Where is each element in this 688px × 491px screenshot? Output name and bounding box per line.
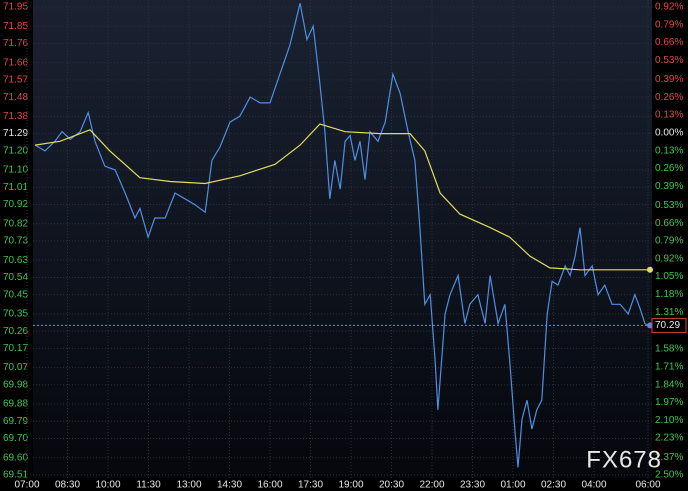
y-tick-label: 69.70 [3, 433, 28, 444]
y2-tick-label: 2.50% [655, 470, 683, 481]
y2-tick-label: 1.71% [655, 362, 683, 373]
x-tick-label: 17:30 [298, 480, 323, 491]
y2-tick-label: 0.79% [655, 19, 683, 30]
x-tick-label: 07:00 [14, 480, 39, 491]
y2-tick-label: 0.66% [655, 37, 683, 48]
y2-tick-label: 1.84% [655, 379, 683, 390]
x-tick-label: 19:00 [338, 480, 363, 491]
y2-tick-label: 1.97% [655, 397, 683, 408]
series-line [35, 123, 648, 271]
x-tick-label: 14:30 [217, 480, 242, 491]
x-tick-label: 02:30 [541, 480, 566, 491]
x-tick-label: 01:00 [500, 480, 525, 491]
y2-tick-label: 0.53% [655, 55, 683, 66]
y-tick-label: 69.88 [3, 399, 28, 410]
y-tick-label: 71.66 [3, 57, 28, 68]
y2-tick-label: 0.00% [655, 128, 683, 139]
y-tick-label: 69.51 [3, 470, 28, 481]
y-tick-label: 70.35 [3, 309, 28, 320]
y-tick-label: 70.82 [3, 218, 28, 229]
y-tick-label: 70.92 [3, 199, 28, 210]
y-tick-label: 69.79 [3, 416, 28, 427]
y2-tick-label: 0.26% [655, 163, 683, 174]
y-tick-label: 71.85 [3, 21, 28, 32]
y2-tick-label: 1.18% [655, 289, 683, 300]
y-tick-label: 70.17 [3, 343, 28, 354]
y2-tick-label: 0.13% [655, 145, 683, 156]
y-tick-label: 71.20 [3, 145, 28, 156]
y2-tick-label: 1.31% [655, 307, 683, 318]
x-tick-label: 22:00 [419, 480, 444, 491]
x-tick-label: 20:30 [379, 480, 404, 491]
series-line [34, 3, 649, 468]
x-tick-label: 06:00 [635, 480, 660, 491]
y-tick-label: 71.48 [3, 92, 28, 103]
y-tick-label: 69.98 [3, 379, 28, 390]
y2-tick-label: 0.92% [655, 253, 683, 264]
last-value-box [651, 317, 687, 333]
y-tick-label: 71.95 [3, 2, 28, 13]
y2-tick-label: 0.26% [655, 92, 683, 103]
y-tick-label: 70.73 [3, 236, 28, 247]
y2-tick-label: 2.37% [655, 452, 683, 463]
y-tick-label: 70.26 [3, 326, 28, 337]
y2-tick-label: 0.39% [655, 181, 683, 192]
y-tick-label: 71.57 [3, 75, 28, 86]
y2-tick-label: 1.05% [655, 271, 683, 282]
plot-area [33, 0, 652, 478]
last-value-label: 70.29 [655, 320, 680, 331]
x-tick-label: 23:30 [460, 480, 485, 491]
y2-tick-label: 0.79% [655, 236, 683, 247]
end-dot [647, 266, 653, 273]
y-tick-label: 69.60 [3, 452, 28, 463]
y-tick-label: 70.45 [3, 289, 28, 300]
y2-tick-label: 0.13% [655, 110, 683, 121]
x-tick-label: 16:00 [257, 480, 282, 491]
x-tick-label: 13:00 [176, 480, 201, 491]
x-tick-label: 11:30 [136, 480, 161, 491]
y-tick-label: 71.29 [3, 128, 28, 139]
x-tick-label: 04:00 [581, 480, 606, 491]
y-tick-label: 71.76 [3, 38, 28, 49]
x-tick-label: 10:00 [95, 480, 120, 491]
y-tick-label: 70.54 [3, 272, 28, 283]
y2-tick-label: 1.58% [655, 344, 683, 355]
y-tick-label: 71.38 [3, 111, 28, 122]
y-tick-label: 70.07 [3, 362, 28, 373]
y-tick-label: 70.63 [3, 255, 28, 266]
y2-tick-label: 0.53% [655, 200, 683, 211]
watermark: FX678 [586, 446, 662, 473]
y2-tick-label: 2.10% [655, 415, 683, 426]
y2-tick-label: 2.23% [655, 433, 683, 444]
y-tick-label: 71.01 [3, 182, 28, 193]
x-tick-label: 08:30 [55, 480, 80, 491]
y-tick-label: 71.10 [3, 165, 28, 176]
y2-tick-label: 0.92% [655, 2, 683, 13]
y2-tick-label: 0.39% [655, 74, 683, 85]
y2-tick-label: 0.66% [655, 218, 683, 229]
